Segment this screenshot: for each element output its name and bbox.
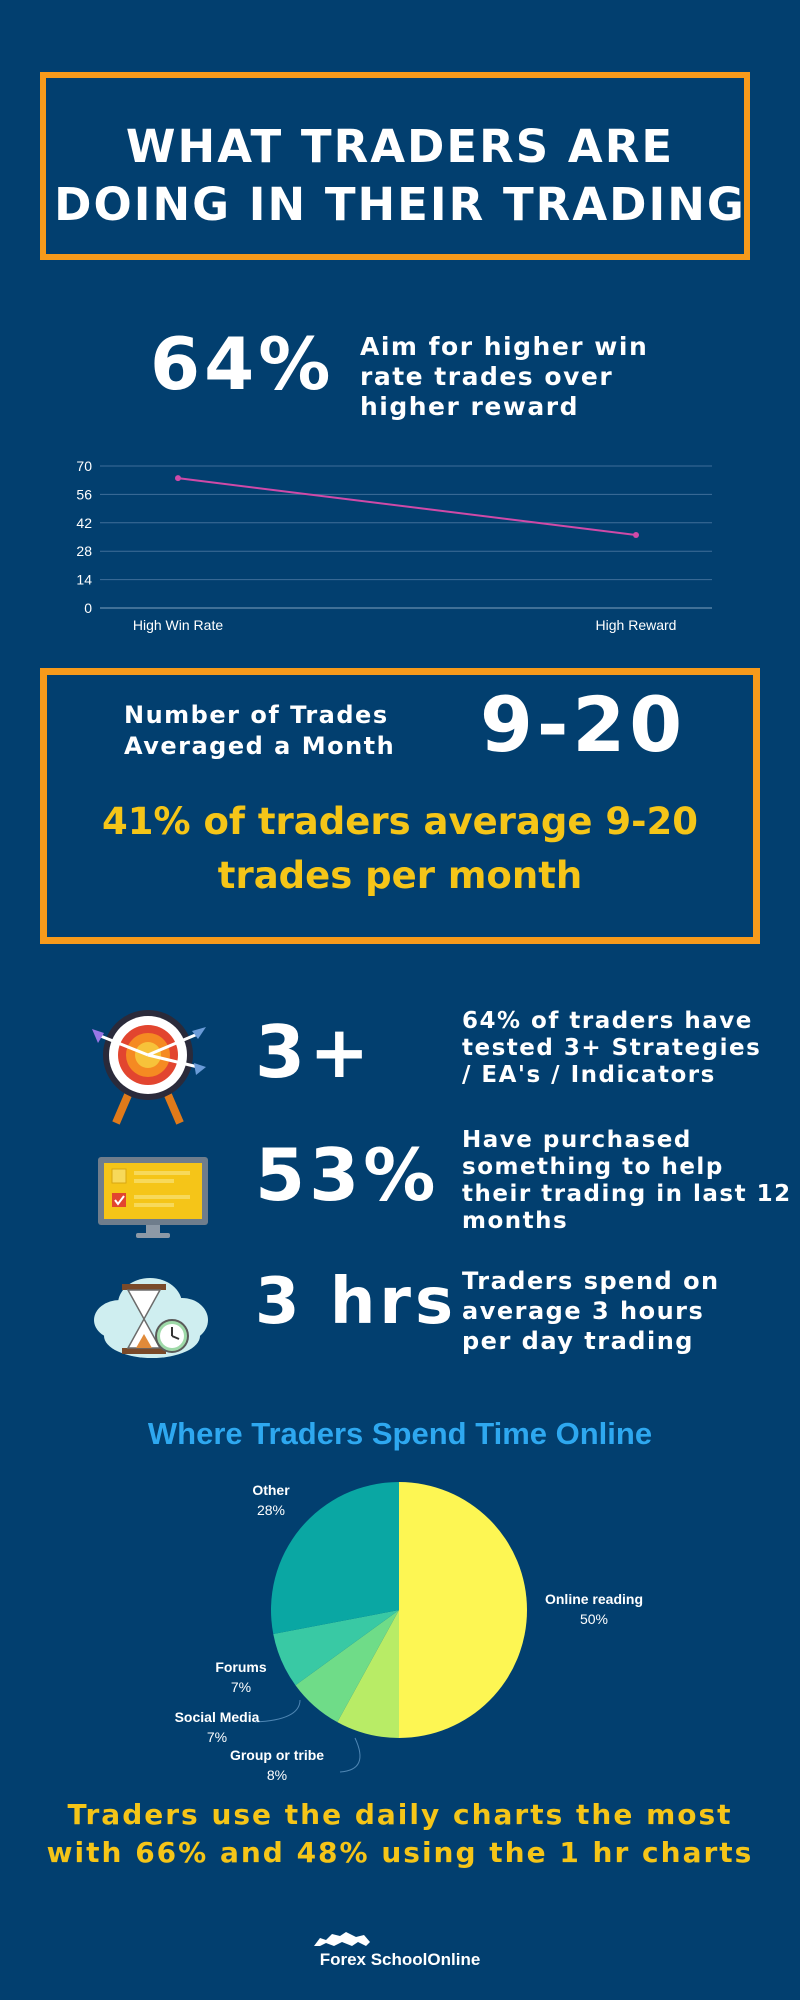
purchased-line-1: Have purchased (462, 1127, 692, 1153)
win-rate-description: Aim for higher win rate trades over high… (360, 332, 648, 422)
title-line-1: WHAT TRADERS ARE (125, 120, 675, 173)
x-tick-label: High Reward (596, 617, 677, 633)
pie-slice-value: 8% (267, 1767, 287, 1783)
brand-name: Forex SchoolOnline (319, 1950, 481, 1969)
trades-label: Number of Trades Averaged a Month (124, 700, 395, 762)
y-tick-label: 14 (76, 572, 92, 588)
pie-slice-value: 50% (580, 1611, 608, 1627)
hours-line-1: Traders spend on (462, 1267, 720, 1295)
purchased-line-4: months (462, 1208, 569, 1234)
pie-slice-label: Online reading (545, 1591, 643, 1607)
pie-slice-label: Social Media (175, 1709, 260, 1725)
purchased-description: Have purchased something to help their t… (462, 1127, 792, 1235)
pie-slice (399, 1482, 527, 1738)
hours-line-3: per day trading (462, 1327, 694, 1355)
monitor-icon (98, 1157, 208, 1238)
pie-slice (295, 1610, 399, 1723)
win-rate-stat: 64% (150, 322, 335, 406)
y-tick-label: 28 (76, 543, 92, 559)
y-tick-label: 70 (76, 458, 92, 474)
pie-chart-title: Where Traders Spend Time Online (147, 1416, 653, 1451)
pie-slice-label: Forums (215, 1659, 267, 1675)
data-point (633, 531, 639, 538)
strategies-line-3: / EA's / Indicators (462, 1062, 716, 1088)
title-frame (40, 72, 750, 260)
pie-slice-label: Other (252, 1482, 290, 1498)
hours-stat: 3 hrs (255, 1265, 458, 1339)
title-line-2: DOING IN THEIR TRADING (54, 178, 746, 231)
pie-slice-value: 7% (231, 1679, 251, 1695)
pie-slice-value: 7% (207, 1729, 227, 1745)
pie-slice-value: 28% (257, 1502, 285, 1518)
purchased-stat: 53% (255, 1133, 440, 1217)
chart-usage-line-1: Traders use the daily charts the most (67, 1798, 733, 1831)
hours-line-2: average 3 hours (462, 1297, 705, 1325)
y-tick-label: 0 (84, 600, 92, 616)
x-tick-label: High Win Rate (133, 617, 223, 633)
hours-description: Traders spend on average 3 hours per day… (462, 1266, 720, 1356)
hourglass-icon (94, 1278, 208, 1358)
bull-bear-logo-icon (314, 1932, 370, 1946)
purchased-line-3: their trading in last 12 (462, 1181, 792, 1207)
win-rate-line-3: higher reward (360, 392, 580, 421)
target-icon (92, 1010, 206, 1125)
y-tick-label: 42 (76, 515, 92, 531)
purchased-line-2: something to help (462, 1154, 724, 1180)
chart-usage-note: Traders use the daily charts the most wi… (20, 1796, 780, 1872)
chart-usage-line-2: with 66% and 48% using the 1 hr charts (46, 1836, 754, 1869)
data-point (175, 475, 181, 482)
pie-leader-line (254, 1699, 301, 1723)
page-title: WHAT TRADERS ARE DOING IN THEIR TRADING (40, 118, 760, 234)
pie-slice-label: Group or tribe (230, 1747, 324, 1763)
pie-slice (337, 1610, 399, 1738)
y-tick-label: 56 (76, 486, 92, 502)
strategies-line-1: 64% of traders have (462, 1008, 753, 1034)
pie-slice (271, 1482, 399, 1634)
trades-stat: 9-20 (480, 680, 687, 769)
win-rate-line-2: rate trades over (360, 362, 614, 391)
online-time-pie-chart: Online reading 50% Group or tribe 8% Social … (175, 1482, 643, 1783)
pie-leader-line (339, 1737, 361, 1773)
strategies-line-2: tested 3+ Strategies (462, 1035, 762, 1061)
trades-detail-line-1: 41% of traders average 9-20 (102, 800, 698, 843)
trades-detail: 41% of traders average 9-20 trades per m… (40, 795, 760, 903)
trades-label-line-2: Averaged a Month (124, 732, 396, 760)
trades-detail-line-2: trades per month (217, 854, 583, 897)
pie-slice (273, 1610, 399, 1686)
win-rate-line-1: Aim for higher win (360, 332, 649, 361)
strategies-description: 64% of traders have tested 3+ Strategies… (462, 1008, 761, 1089)
win-rate-line-chart: 0 14 28 42 56 70 High Win Rate High Reward (76, 458, 712, 633)
trades-frame (40, 668, 760, 944)
trades-label-line-1: Number of Trades (124, 701, 389, 729)
series-line (177, 477, 637, 536)
strategies-stat: 3+ (255, 1010, 374, 1094)
